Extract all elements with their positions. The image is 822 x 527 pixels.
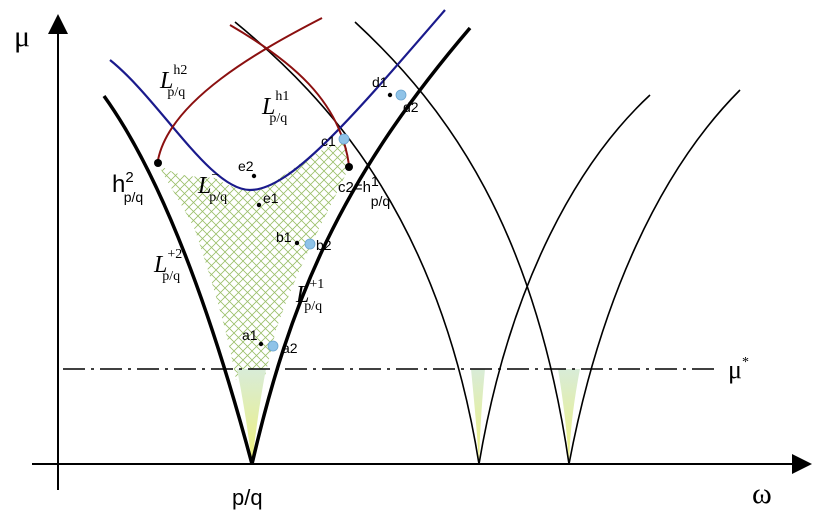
label-l-h1: Lh1 p/q — [261, 89, 289, 126]
tongue-left-boundary — [102, 94, 254, 465]
label-e2: e2 — [238, 158, 254, 174]
dot-h2 — [154, 159, 162, 167]
mu-star-label: μ* — [728, 355, 749, 384]
dot-b2 — [304, 238, 316, 250]
tongue-2-left — [234, 21, 480, 465]
tongue-tip-fill-3 — [558, 369, 580, 464]
label-l-plus2: L+2 p/q — [153, 247, 182, 284]
label-a2: a2 — [282, 340, 298, 356]
y-axis-label: μ — [14, 20, 30, 53]
label-d2: d2 — [403, 99, 419, 115]
label-e1: e1 — [263, 190, 279, 206]
label-b1: b1 — [276, 229, 292, 245]
dot-c2 — [345, 163, 353, 171]
dot-e1 — [256, 202, 262, 208]
label-l-minus: L− p/q — [197, 168, 227, 205]
x-tick-pq: p/q — [232, 485, 263, 510]
x-axis-label: ω — [752, 477, 772, 510]
curve-l-h2 — [109, 9, 446, 192]
tongue-2-right — [478, 94, 651, 465]
curve-l-h1 — [157, 17, 323, 161]
dot-e2 — [251, 173, 257, 179]
tongue-tip-fill-2 — [471, 369, 485, 464]
label-b2: b2 — [316, 237, 332, 253]
hatched-region — [158, 140, 349, 380]
label-d1: d1 — [372, 74, 388, 90]
label-l-plus1: L+1 p/q — [295, 277, 324, 314]
dot-a2 — [267, 340, 279, 352]
tongue-tip-fill-1 — [237, 369, 266, 464]
label-a1: a1 — [242, 327, 258, 343]
dot-d2 — [395, 89, 407, 101]
tongue-right-boundary — [250, 26, 472, 465]
dot-a1 — [258, 341, 264, 347]
label-h2: h2 p/q — [112, 169, 143, 205]
label-c2-h1: c2=h1 p/q — [338, 173, 390, 209]
label-c1: c1 — [321, 133, 336, 149]
label-l-h2: Lh2 p/q — [159, 63, 187, 100]
tongue-3-right — [568, 89, 741, 465]
dot-c1 — [338, 133, 350, 145]
tongue-3-left — [354, 21, 570, 465]
dot-b1 — [294, 240, 300, 246]
dot-d1 — [387, 92, 393, 98]
